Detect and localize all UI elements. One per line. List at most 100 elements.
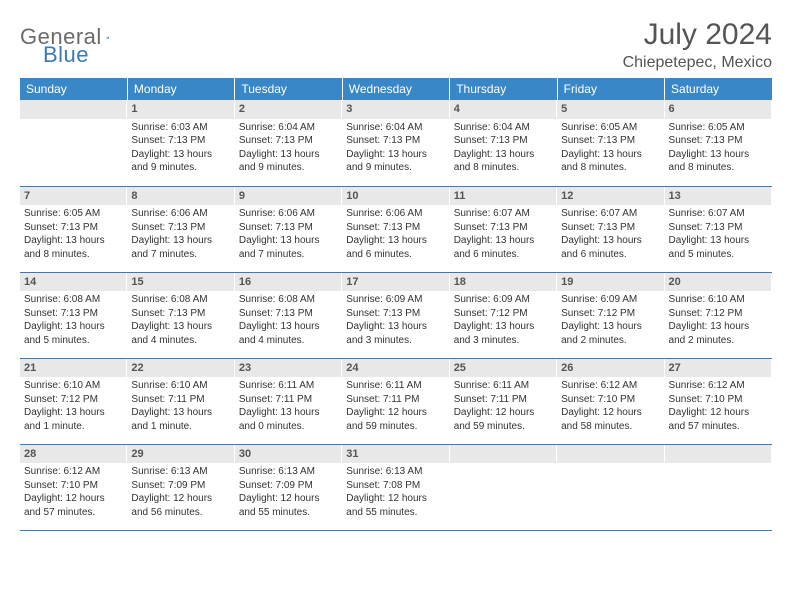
day-number: 20 [665,273,772,292]
cell-body: Sunrise: 6:07 AMSunset: 7:13 PMDaylight:… [557,205,664,265]
calendar-cell: 24Sunrise: 6:11 AMSunset: 7:11 PMDayligh… [342,358,449,444]
day-number: 8 [127,187,234,206]
cell-line: Sunset: 7:13 PM [239,221,338,235]
cell-line: Sunrise: 6:10 AM [24,379,123,393]
cell-line: Daylight: 13 hours and 6 minutes. [346,234,445,261]
cell-line: Sunset: 7:09 PM [239,479,338,493]
calendar-cell: 15Sunrise: 6:08 AMSunset: 7:13 PMDayligh… [127,272,234,358]
cell-line: Sunrise: 6:05 AM [24,207,123,221]
calendar-cell: 8Sunrise: 6:06 AMSunset: 7:13 PMDaylight… [127,186,234,272]
cell-line: Sunset: 7:13 PM [669,134,768,148]
day-number: 11 [450,187,557,206]
cell-line: Sunrise: 6:08 AM [24,293,123,307]
calendar-cell: 19Sunrise: 6:09 AMSunset: 7:12 PMDayligh… [557,272,664,358]
calendar-cell: 7Sunrise: 6:05 AMSunset: 7:13 PMDaylight… [20,186,127,272]
cell-line: Sunset: 7:13 PM [561,221,660,235]
day-number: 30 [235,445,342,464]
cell-body: Sunrise: 6:10 AMSunset: 7:12 PMDaylight:… [665,291,772,351]
cell-line: Daylight: 13 hours and 8 minutes. [454,148,553,175]
cell-line: Daylight: 13 hours and 8 minutes. [24,234,123,261]
cell-line: Daylight: 13 hours and 5 minutes. [24,320,123,347]
day-number: 22 [127,359,234,378]
cell-line: Sunset: 7:13 PM [239,307,338,321]
day-number: 2 [235,100,342,119]
calendar-cell: 30Sunrise: 6:13 AMSunset: 7:09 PMDayligh… [235,444,342,530]
day-number: 12 [557,187,664,206]
calendar-cell: 28Sunrise: 6:12 AMSunset: 7:10 PMDayligh… [20,444,127,530]
logo-text-blue: Blue [43,42,89,67]
cell-line: Daylight: 13 hours and 6 minutes. [454,234,553,261]
day-number: 23 [235,359,342,378]
cell-line: Sunrise: 6:08 AM [239,293,338,307]
cell-line: Sunrise: 6:06 AM [131,207,230,221]
day-number [450,445,557,464]
cell-line: Sunset: 7:09 PM [131,479,230,493]
cell-line: Sunset: 7:13 PM [346,307,445,321]
cell-body: Sunrise: 6:07 AMSunset: 7:13 PMDaylight:… [450,205,557,265]
calendar-cell: 11Sunrise: 6:07 AMSunset: 7:13 PMDayligh… [450,186,557,272]
weekday-header: Tuesday [235,78,342,100]
cell-line: Sunset: 7:11 PM [131,393,230,407]
day-number: 1 [127,100,234,119]
weekday-header: Monday [127,78,234,100]
cell-line: Sunrise: 6:12 AM [669,379,768,393]
day-number: 7 [20,187,127,206]
cell-body: Sunrise: 6:11 AMSunset: 7:11 PMDaylight:… [342,377,449,437]
day-number [665,445,772,464]
calendar-cell: 18Sunrise: 6:09 AMSunset: 7:12 PMDayligh… [450,272,557,358]
calendar-cell: 4Sunrise: 6:04 AMSunset: 7:13 PMDaylight… [450,100,557,186]
cell-body: Sunrise: 6:09 AMSunset: 7:12 PMDaylight:… [557,291,664,351]
cell-body: Sunrise: 6:09 AMSunset: 7:13 PMDaylight:… [342,291,449,351]
day-number: 14 [20,273,127,292]
cell-body: Sunrise: 6:13 AMSunset: 7:09 PMDaylight:… [127,463,234,523]
calendar-cell: 6Sunrise: 6:05 AMSunset: 7:13 PMDaylight… [665,100,772,186]
cell-line: Sunset: 7:12 PM [669,307,768,321]
cell-line: Sunrise: 6:09 AM [454,293,553,307]
calendar-cell: 10Sunrise: 6:06 AMSunset: 7:13 PMDayligh… [342,186,449,272]
cell-body: Sunrise: 6:10 AMSunset: 7:12 PMDaylight:… [20,377,127,437]
cell-line: Sunset: 7:13 PM [454,134,553,148]
cell-line: Daylight: 13 hours and 4 minutes. [131,320,230,347]
calendar-cell: 31Sunrise: 6:13 AMSunset: 7:08 PMDayligh… [342,444,449,530]
cell-body: Sunrise: 6:09 AMSunset: 7:12 PMDaylight:… [450,291,557,351]
cell-line: Daylight: 13 hours and 8 minutes. [561,148,660,175]
day-number: 29 [127,445,234,464]
day-number: 24 [342,359,449,378]
cell-line: Daylight: 13 hours and 8 minutes. [669,148,768,175]
calendar-cell: 2Sunrise: 6:04 AMSunset: 7:13 PMDaylight… [235,100,342,186]
cell-body: Sunrise: 6:12 AMSunset: 7:10 PMDaylight:… [557,377,664,437]
calendar-cell: 14Sunrise: 6:08 AMSunset: 7:13 PMDayligh… [20,272,127,358]
calendar-week-row: 21Sunrise: 6:10 AMSunset: 7:12 PMDayligh… [20,358,772,444]
cell-line: Sunset: 7:10 PM [561,393,660,407]
cell-line: Daylight: 12 hours and 59 minutes. [454,406,553,433]
calendar-cell: 13Sunrise: 6:07 AMSunset: 7:13 PMDayligh… [665,186,772,272]
cell-line: Sunrise: 6:07 AM [561,207,660,221]
cell-line: Daylight: 13 hours and 3 minutes. [454,320,553,347]
cell-line: Sunrise: 6:07 AM [454,207,553,221]
cell-body: Sunrise: 6:06 AMSunset: 7:13 PMDaylight:… [127,205,234,265]
cell-line: Sunset: 7:12 PM [24,393,123,407]
cell-line: Daylight: 12 hours and 59 minutes. [346,406,445,433]
cell-line: Sunset: 7:13 PM [131,307,230,321]
cell-line: Sunrise: 6:13 AM [131,465,230,479]
cell-line: Sunset: 7:10 PM [669,393,768,407]
cell-body: Sunrise: 6:07 AMSunset: 7:13 PMDaylight:… [665,205,772,265]
cell-line: Daylight: 13 hours and 5 minutes. [669,234,768,261]
day-number: 25 [450,359,557,378]
cell-body: Sunrise: 6:13 AMSunset: 7:08 PMDaylight:… [342,463,449,523]
calendar-cell: 17Sunrise: 6:09 AMSunset: 7:13 PMDayligh… [342,272,449,358]
day-number: 18 [450,273,557,292]
cell-line: Sunrise: 6:03 AM [131,121,230,135]
cell-line: Sunrise: 6:11 AM [454,379,553,393]
calendar-week-row: 28Sunrise: 6:12 AMSunset: 7:10 PMDayligh… [20,444,772,530]
cell-line: Sunset: 7:11 PM [346,393,445,407]
calendar-cell: 9Sunrise: 6:06 AMSunset: 7:13 PMDaylight… [235,186,342,272]
cell-line: Daylight: 13 hours and 7 minutes. [131,234,230,261]
cell-line: Sunrise: 6:13 AM [346,465,445,479]
day-number: 15 [127,273,234,292]
cell-line: Daylight: 12 hours and 58 minutes. [561,406,660,433]
cell-body [665,463,772,469]
calendar-body: 1Sunrise: 6:03 AMSunset: 7:13 PMDaylight… [20,100,772,530]
cell-line: Daylight: 13 hours and 9 minutes. [239,148,338,175]
day-number: 4 [450,100,557,119]
